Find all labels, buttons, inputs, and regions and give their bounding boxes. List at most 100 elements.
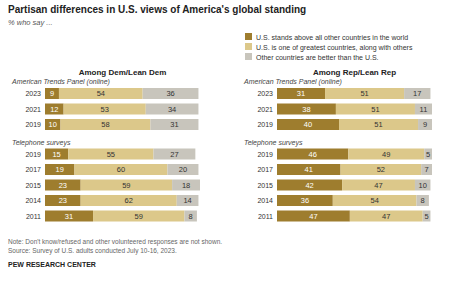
- data-label: 47: [309, 212, 317, 221]
- category-label: 2021: [257, 106, 273, 113]
- data-label: 54: [370, 196, 378, 205]
- bar-segment: [177, 195, 199, 206]
- category-label: 2023: [25, 90, 41, 97]
- data-label: 8: [189, 212, 193, 221]
- bar-segment: [415, 104, 432, 115]
- bar-segment: [417, 195, 429, 206]
- legend-swatch: [245, 53, 252, 60]
- bar-segment: [415, 180, 431, 191]
- data-label: 23: [59, 196, 67, 205]
- bar-segment: [81, 195, 177, 206]
- bar-segment: [45, 88, 59, 99]
- bar-segment: [45, 195, 81, 206]
- data-label: 51: [374, 120, 382, 129]
- data-label: 42: [305, 181, 313, 190]
- background: [0, 0, 463, 296]
- bar-segment: [61, 119, 151, 130]
- data-label: 59: [122, 181, 130, 190]
- bar-segment: [167, 164, 198, 175]
- labels: American Trends Panel (online) Telephone …: [11, 78, 193, 221]
- bar-segment: [404, 88, 430, 99]
- category-label: 2019: [257, 151, 273, 158]
- data-label: 51: [371, 105, 379, 114]
- bars: [277, 88, 432, 222]
- bar-segment: [341, 164, 422, 175]
- bar-segment: [277, 195, 333, 206]
- category-label: 2019: [25, 121, 41, 128]
- bar-segment: [68, 149, 153, 160]
- panel: Among Rep/Lean RepAmerican Trends Panel …: [243, 68, 432, 222]
- data-label: 23: [59, 181, 67, 190]
- chart-root: Partisan differences in U.S. views of Am…: [0, 0, 463, 296]
- bar-segment: [64, 104, 146, 115]
- bar-segment: [59, 88, 143, 99]
- data-label: 11: [420, 105, 428, 114]
- data-label: 5: [424, 212, 428, 221]
- bar-segment: [81, 180, 172, 191]
- data-label: 54: [97, 89, 105, 98]
- bar-segment: [336, 104, 415, 115]
- bar-segment: [277, 164, 341, 175]
- bar-segment: [277, 211, 350, 222]
- data-label: 10: [419, 181, 427, 190]
- data-label: 9: [423, 120, 427, 129]
- note: Note: Don't know/refused and other volun…: [8, 238, 222, 246]
- bar-segment: [325, 88, 404, 99]
- bar-segment: [350, 211, 423, 222]
- data-label: 10: [49, 120, 57, 129]
- group-label: American Trends Panel (online): [11, 78, 110, 86]
- category-label: 2021: [25, 106, 41, 113]
- category-label: 2015: [257, 182, 273, 189]
- data-label: 62: [125, 196, 133, 205]
- legend-swatch: [245, 33, 252, 40]
- category-label: 2014: [257, 197, 273, 204]
- data-label: 36: [301, 196, 309, 205]
- legend: U.S. stands above all other countries in…: [245, 33, 413, 61]
- bar-segment: [277, 104, 336, 115]
- legend-label: U.S. is one of greatest countries, along…: [256, 44, 413, 52]
- category-label: 2014: [25, 197, 41, 204]
- bar-segment: [423, 211, 431, 222]
- data-label: 8: [421, 196, 425, 205]
- bar-segment: [45, 119, 61, 130]
- panel: Among Dem/Lean DemAmerican Trends Panel …: [11, 68, 200, 222]
- bar-segment: [348, 149, 424, 160]
- bar-segment: [150, 119, 198, 130]
- bar-segment: [45, 104, 64, 115]
- data-label: 40: [304, 120, 312, 129]
- bar-segment: [74, 164, 167, 175]
- group-label: Telephone surveys: [12, 139, 71, 147]
- bar-segment: [424, 149, 432, 160]
- legend-swatch: [245, 43, 252, 50]
- bar-segment: [418, 119, 432, 130]
- category-label: 2023: [257, 90, 273, 97]
- data-label: 47: [374, 181, 382, 190]
- bar-segment: [277, 119, 339, 130]
- data-label: 5: [426, 150, 430, 159]
- title: Partisan differences in U.S. views of Am…: [8, 4, 306, 15]
- data-label: 31: [170, 120, 178, 129]
- data-label: 52: [377, 165, 385, 174]
- data-label: 59: [135, 212, 143, 221]
- bar-segment: [143, 88, 199, 99]
- data-label: 47: [382, 212, 390, 221]
- data-label: 55: [107, 150, 115, 159]
- data-label: 53: [101, 105, 109, 114]
- data-label: 36: [166, 89, 174, 98]
- data-label: 31: [297, 89, 305, 98]
- bars: [45, 88, 200, 222]
- data-label: 7: [424, 165, 428, 174]
- category-label: 2017: [25, 166, 41, 173]
- data-label: 27: [170, 150, 178, 159]
- panel-title: Among Rep/Lean Rep: [313, 68, 396, 77]
- labels: American Trends Panel (online) Telephone …: [243, 78, 430, 221]
- group-label: American Trends Panel (online): [243, 78, 342, 86]
- data-label: 49: [382, 150, 390, 159]
- data-label: 15: [52, 150, 60, 159]
- group-label: Telephone surveys: [244, 139, 303, 147]
- data-label: 9: [50, 89, 54, 98]
- category-label: 2017: [257, 166, 273, 173]
- data-label: 19: [56, 165, 64, 174]
- legend-label: U.S. stands above all other countries in…: [256, 34, 408, 41]
- bar-segment: [277, 180, 342, 191]
